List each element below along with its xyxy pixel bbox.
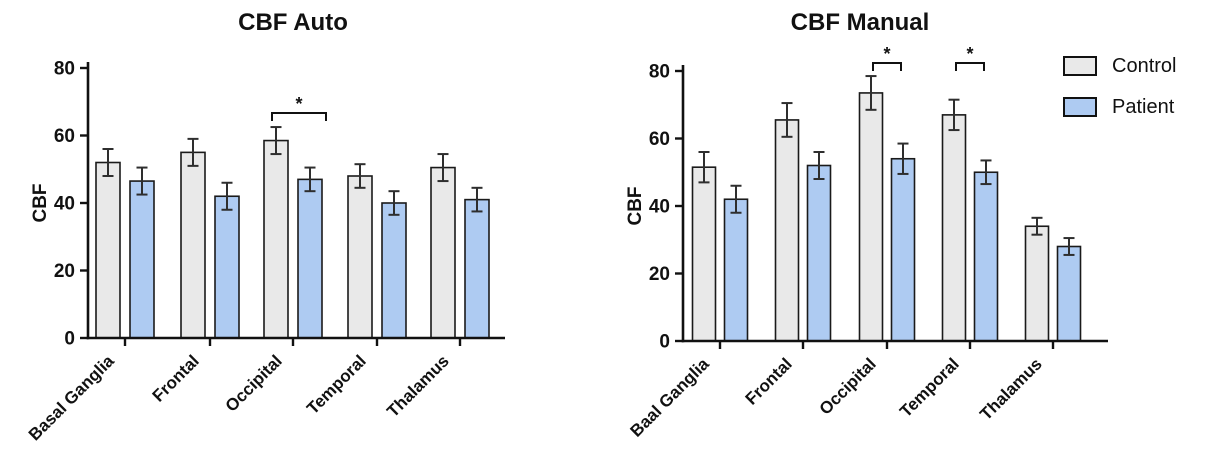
- error-bar-control-temporal: [948, 98, 960, 132]
- x-label-thalamus: Thalamus: [976, 354, 1046, 424]
- x-label-temporal: Temporal: [896, 354, 963, 421]
- error-bar-control-temporal: [354, 163, 366, 189]
- legend-swatch-patient-icon: [1063, 97, 1097, 117]
- chart-title: CBF Manual: [791, 9, 930, 36]
- sig-label-occipital: *: [295, 94, 302, 114]
- bar-patient-occipital: [890, 157, 916, 342]
- x-label-occipital: Occipital: [816, 354, 880, 418]
- error-bar-control-thalamus: [437, 153, 449, 183]
- error-bar-control-occipital: [270, 126, 282, 156]
- error-bar-control-baal-ganglia: [698, 151, 710, 184]
- error-bar-patient-frontal: [221, 181, 233, 211]
- error-bar-patient-baal-ganglia: [730, 184, 742, 214]
- legend-label-patient: Patient: [1112, 96, 1175, 118]
- x-label-baal-ganglia: Baal Ganglia: [627, 354, 714, 441]
- bar-control-baal-ganglia: [691, 166, 717, 342]
- error-bar-control-basal-ganglia: [102, 148, 114, 177]
- sig-bracket-occipital: [271, 112, 327, 121]
- error-bar-control-occipital: [865, 75, 877, 111]
- sig-label-temporal: *: [966, 44, 973, 64]
- error-bar-patient-thalamus: [471, 186, 483, 213]
- y-tick-label-80: 80: [54, 59, 75, 80]
- legend-label-control: Control: [1112, 55, 1177, 77]
- error-bar-patient-thalamus: [1063, 237, 1075, 256]
- y-tick-label-20: 20: [649, 264, 670, 285]
- y-tick-label-20: 20: [54, 261, 75, 282]
- bar-patient-occipital: [297, 178, 323, 339]
- y-tick-label-40: 40: [649, 197, 670, 218]
- chart-title: CBF Auto: [238, 9, 348, 36]
- bar-control-occipital: [263, 139, 289, 339]
- y-tick-label-0: 0: [659, 332, 670, 353]
- y-tick-label-60: 60: [649, 129, 670, 150]
- bar-patient-temporal: [973, 171, 999, 342]
- y-tick-label-60: 60: [54, 126, 75, 147]
- bar-control-occipital: [858, 92, 884, 342]
- bar-patient-thalamus: [1056, 245, 1082, 342]
- error-bar-control-thalamus: [1031, 216, 1043, 236]
- legend-item-control: Control: [1063, 56, 1176, 76]
- error-bar-control-frontal: [781, 102, 793, 138]
- y-tick-label-0: 0: [64, 329, 75, 350]
- legend: Control Patient: [1063, 56, 1176, 117]
- y-tick-label-40: 40: [54, 194, 75, 215]
- y-tick-label-80: 80: [649, 62, 670, 83]
- y-axis-title: CBF: [625, 186, 646, 225]
- sig-bracket-temporal: [955, 62, 985, 71]
- bar-control-temporal: [941, 114, 967, 342]
- bar-patient-temporal: [381, 202, 407, 339]
- bar-patient-thalamus: [464, 198, 490, 339]
- bar-patient-baal-ganglia: [723, 198, 749, 342]
- legend-swatch-control-icon: [1063, 56, 1097, 76]
- error-bar-patient-temporal: [388, 190, 400, 216]
- bar-control-basal-ganglia: [95, 161, 121, 339]
- error-bar-control-frontal: [187, 137, 199, 167]
- bar-control-thalamus: [1024, 225, 1050, 342]
- bar-control-frontal: [774, 119, 800, 342]
- legend-item-patient: Patient: [1063, 97, 1176, 117]
- bar-patient-frontal: [806, 164, 832, 342]
- error-bar-patient-occipital: [304, 166, 316, 193]
- error-bar-patient-frontal: [813, 151, 825, 180]
- sig-label-occipital: *: [883, 44, 890, 64]
- bar-control-thalamus: [430, 166, 456, 339]
- error-bar-patient-basal-ganglia: [136, 166, 148, 196]
- error-bar-patient-occipital: [897, 142, 909, 175]
- x-label-frontal: Frontal: [742, 354, 796, 408]
- y-axis-title: CBF: [30, 183, 51, 222]
- sig-bracket-occipital: [872, 62, 902, 71]
- error-bar-patient-temporal: [980, 159, 992, 186]
